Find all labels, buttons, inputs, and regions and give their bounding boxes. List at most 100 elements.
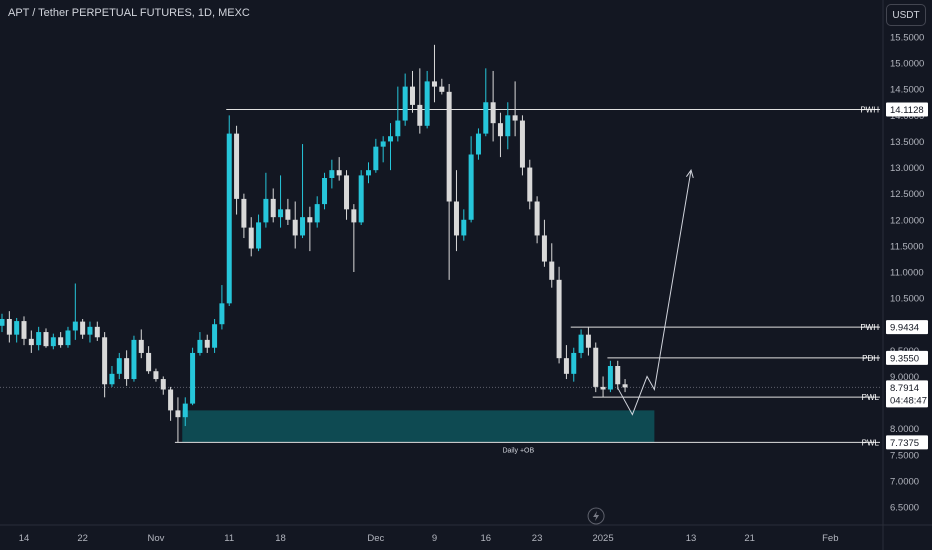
candle-body xyxy=(226,133,232,304)
candle-body xyxy=(285,209,291,220)
candle-body xyxy=(182,403,188,418)
candle-body xyxy=(212,324,218,348)
candle-body xyxy=(278,209,284,218)
candle-body xyxy=(190,352,196,404)
candle-body xyxy=(497,123,503,137)
candle-body xyxy=(248,227,254,249)
x-tick-label: 23 xyxy=(532,533,543,544)
level-value-badge xyxy=(886,435,928,450)
candle-body xyxy=(468,154,474,220)
x-tick-label: 21 xyxy=(744,533,755,544)
candle-body xyxy=(366,170,372,176)
projection-path xyxy=(617,170,692,416)
lightning-icon xyxy=(587,507,605,525)
candle-body xyxy=(0,319,5,326)
candle-body xyxy=(534,201,540,236)
candle-body xyxy=(146,352,152,372)
y-tick-label: 15.0000 xyxy=(890,59,924,70)
level-value-badge xyxy=(886,102,928,117)
y-tick-label: 15.5000 xyxy=(890,33,924,44)
candle-body xyxy=(541,235,547,262)
candle-body xyxy=(483,102,489,134)
current-price-text: 8.7914 xyxy=(890,383,919,394)
candle-body xyxy=(58,337,64,346)
candle-body xyxy=(241,198,247,228)
candle-body xyxy=(607,366,613,390)
candle-body xyxy=(87,326,93,335)
x-tick-label: Feb xyxy=(822,533,838,544)
x-tick-label: Dec xyxy=(367,533,384,544)
y-tick-label: 13.5000 xyxy=(890,137,924,148)
candle-body xyxy=(234,133,240,199)
candle-body xyxy=(556,279,562,359)
candle-body xyxy=(446,91,452,202)
y-tick-label: 13.0000 xyxy=(890,163,924,174)
candle-body xyxy=(402,86,408,121)
candle-body xyxy=(527,167,533,202)
candle-body xyxy=(292,219,298,236)
y-tick-label: 11.0000 xyxy=(890,268,924,279)
candle-body xyxy=(116,358,122,374)
candle-body xyxy=(36,332,42,346)
x-tick-label: 9 xyxy=(432,533,437,544)
lightning-glyph xyxy=(593,511,600,521)
candle-body xyxy=(28,338,34,346)
y-tick-label: 12.5000 xyxy=(890,189,924,200)
candle-body xyxy=(593,347,599,387)
x-tick-label: 13 xyxy=(686,533,697,544)
candle-body xyxy=(512,115,518,121)
candle-body xyxy=(204,339,210,348)
candle-body xyxy=(50,337,56,347)
candle-body xyxy=(329,170,335,178)
currency-button[interactable]: USDT xyxy=(886,4,926,26)
y-tick-label: 10.5000 xyxy=(890,294,924,305)
candle-body xyxy=(109,373,115,385)
candle-body xyxy=(94,326,100,338)
candle-body xyxy=(519,120,525,168)
candle-body xyxy=(256,222,262,249)
level-label: PWH xyxy=(860,323,879,332)
level-value-text: 7.7375 xyxy=(890,438,919,449)
x-tick-label: 16 xyxy=(481,533,492,544)
candle-body xyxy=(388,136,393,142)
x-tick-label: 18 xyxy=(275,533,286,544)
candle-body xyxy=(6,319,12,335)
level-value-text: 14.1128 xyxy=(890,105,924,116)
level-value-badge xyxy=(886,320,928,335)
candle-body xyxy=(153,371,159,380)
candle-body xyxy=(131,339,137,380)
candle-body xyxy=(197,339,203,353)
candle-body xyxy=(417,104,423,126)
candle-body xyxy=(322,178,328,205)
candle-body xyxy=(380,141,386,147)
level-label: PDH xyxy=(862,354,879,363)
current-price-badge xyxy=(886,380,928,408)
x-tick-label: Nov xyxy=(147,533,164,544)
y-tick-label: 12.0000 xyxy=(890,215,924,226)
candle-body xyxy=(563,358,569,374)
countdown-text: 04:48:47 xyxy=(890,395,927,406)
level-value-text: 9.9434 xyxy=(890,323,919,334)
candle-body xyxy=(263,198,269,223)
candle-body xyxy=(373,146,379,171)
candle-body xyxy=(571,352,577,374)
level-label: PWH xyxy=(860,105,879,114)
candle-body xyxy=(351,209,357,223)
candle-body xyxy=(102,337,108,385)
projection-arrowhead xyxy=(686,169,694,178)
candle-body xyxy=(344,175,350,210)
chart-title: APT / Tether PERPETUAL FUTURES, 1D, MEXC xyxy=(8,7,250,19)
candle-body xyxy=(72,321,78,331)
y-tick-label: 7.0000 xyxy=(890,476,919,487)
candle-body xyxy=(336,170,342,176)
candle-body xyxy=(475,133,481,155)
x-tick-label: 11 xyxy=(224,533,234,544)
candle-body xyxy=(395,120,401,137)
candle-body xyxy=(490,102,496,124)
candle-body xyxy=(461,219,467,236)
candle-body xyxy=(431,81,437,87)
candle-body xyxy=(270,198,276,218)
y-tick-label: 6.5000 xyxy=(890,503,919,514)
candle-body xyxy=(80,321,86,335)
